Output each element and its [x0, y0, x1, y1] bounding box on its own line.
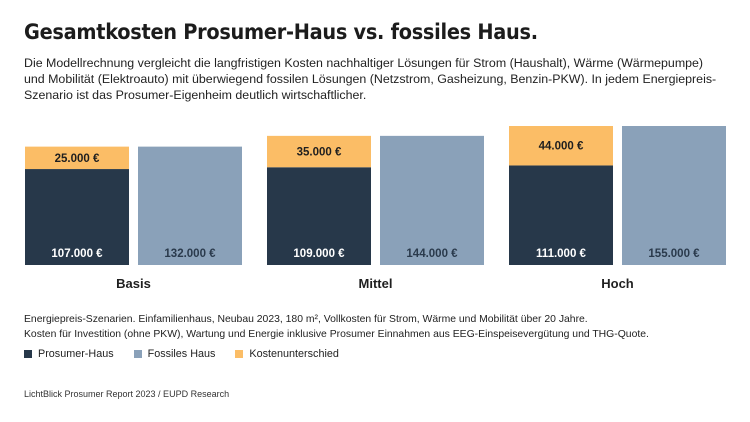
data-label-prosumer-basis: 107.000 €: [51, 248, 103, 260]
chart-title: Gesamtkosten Prosumer-Haus vs. fossiles …: [24, 20, 538, 44]
legend-swatch-difference: [235, 350, 244, 358]
legend-item-prosumer: Prosumer-Haus: [24, 348, 114, 360]
bar-difference-hoch: [509, 126, 613, 166]
category-label-basis: Basis: [116, 276, 151, 291]
legend-label-fossil: Fossiles Haus: [147, 348, 216, 360]
chart-subtitle: Die Modellrechnung vergleicht die langfr…: [24, 56, 717, 102]
bar-chart: 107.000 € 25.000 € 132.000 € Basis 109.000 €…: [25, 126, 726, 291]
legend-swatch-fossil: [133, 350, 142, 358]
bar-fossil-hoch: [622, 126, 726, 265]
legend-item-difference: Kostenunterschied: [235, 348, 339, 360]
bar-difference-mittel: [267, 135, 371, 168]
bar-fossil-mittel: [380, 135, 484, 265]
note-scenarios: Energiepreis-Szenarien. Einfamilienhaus,…: [24, 314, 588, 325]
data-label-prosumer-hoch: 111.000 €: [536, 248, 586, 260]
data-label-fossil-mittel: 144.000 €: [406, 248, 458, 260]
legend-label-prosumer: Prosumer-Haus: [38, 348, 114, 360]
bar-difference-basis: [25, 146, 129, 170]
data-label-difference-basis: 25.000 €: [55, 153, 100, 165]
data-label-prosumer-mittel: 109.000 €: [293, 248, 345, 260]
legend-swatch-prosumer: [24, 350, 32, 358]
bar-prosumer-basis: [25, 169, 129, 265]
data-label-fossil-hoch: 155.000 €: [648, 248, 700, 260]
chart-notes: Energiepreis-Szenarien. Einfamilienhaus,…: [24, 312, 724, 342]
data-label-difference-hoch: 44.000 €: [539, 141, 584, 153]
category-label-mittel: Mittel: [359, 276, 393, 291]
bar-prosumer-mittel: [267, 167, 371, 265]
category-label-hoch: Hoch: [601, 276, 634, 291]
note-costs: Kosten für Investition (ohne PKW), Wartu…: [24, 329, 649, 340]
data-label-difference-mittel: 35.000 €: [297, 147, 342, 159]
data-label-fossil-basis: 132.000 €: [164, 248, 216, 260]
legend-item-fossil: Fossiles Haus: [133, 348, 216, 360]
legend: Prosumer-Haus Fossiles Haus Kostenunters…: [24, 348, 339, 360]
legend-label-difference: Kostenunterschied: [249, 348, 339, 360]
source-note: LichtBlick Prosumer Report 2023 / EUPD R…: [24, 389, 230, 399]
bar-fossil-basis: [138, 146, 242, 265]
bar-prosumer-hoch: [509, 165, 613, 265]
